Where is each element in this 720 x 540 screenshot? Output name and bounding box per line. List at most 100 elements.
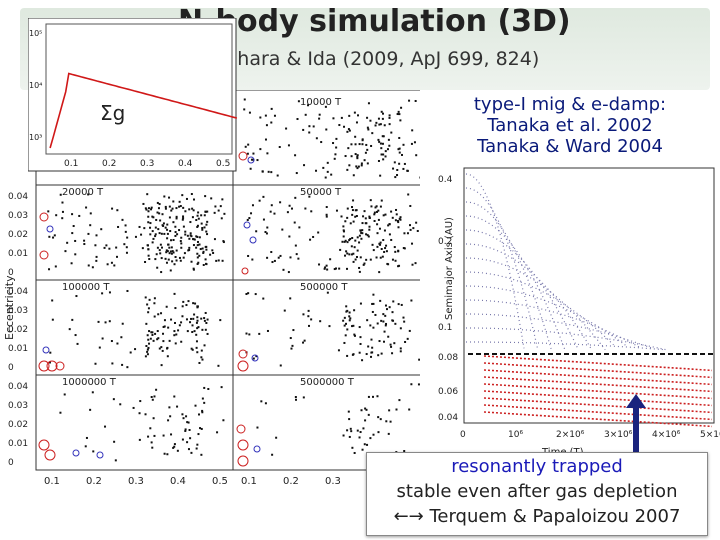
particle-point	[95, 255, 98, 258]
particle-point	[416, 229, 419, 232]
particle-point	[361, 222, 364, 225]
particle-point	[204, 328, 207, 331]
particle-point	[98, 346, 101, 349]
particle-point	[398, 399, 401, 402]
particle-point	[200, 427, 203, 430]
particle-point	[324, 176, 327, 179]
particle-point	[83, 243, 86, 246]
particle-point	[173, 395, 176, 398]
panel-label: 50000 T	[300, 187, 342, 198]
particle-point	[302, 313, 305, 316]
particle-point	[162, 434, 165, 437]
particle-point	[160, 232, 163, 235]
particle-point	[270, 251, 273, 254]
particle-point	[189, 437, 192, 440]
right-y-tick: 0.06	[438, 387, 458, 397]
particle-point	[124, 230, 127, 233]
particle-point	[296, 118, 299, 121]
particle-point	[384, 213, 387, 216]
particle-point	[168, 339, 171, 342]
particle-point	[388, 306, 391, 309]
particle-point	[259, 148, 262, 151]
particle-point	[413, 141, 416, 144]
particle-point	[399, 350, 402, 353]
particle-point	[245, 293, 248, 296]
particle-point	[341, 240, 344, 243]
particle-point	[302, 341, 305, 344]
particle-point	[189, 321, 192, 324]
particle-point	[162, 332, 165, 335]
particle-point	[196, 235, 199, 238]
particle-point	[390, 210, 393, 213]
particle-point	[103, 246, 106, 249]
particle-point	[371, 243, 374, 246]
particle-point	[121, 218, 124, 221]
particle-point	[397, 221, 400, 224]
particle-point	[213, 211, 216, 214]
particle-point	[332, 142, 335, 145]
particle-point	[343, 230, 346, 233]
particle-point	[196, 256, 199, 259]
particle-point	[153, 315, 156, 318]
particle-point	[48, 268, 51, 271]
particle-point	[166, 232, 169, 235]
particle-point	[387, 138, 390, 141]
particle-point	[368, 216, 371, 219]
particle-point	[380, 199, 383, 202]
particle-point	[408, 408, 411, 411]
particle-point	[116, 209, 119, 212]
particle-point	[270, 121, 273, 124]
particle-point	[385, 322, 388, 325]
particle-point	[351, 353, 354, 356]
particle-point	[174, 321, 177, 324]
particle-point	[287, 144, 290, 147]
right-y-tick: 0.04	[438, 413, 458, 423]
particle-point	[374, 313, 377, 316]
particle-point	[370, 355, 373, 358]
particle-point	[74, 253, 77, 256]
particle-point	[349, 222, 352, 225]
particle-point	[271, 261, 274, 264]
particle-point	[157, 228, 160, 231]
particle-point	[205, 248, 208, 251]
particle-point	[108, 291, 111, 294]
particle-point	[147, 346, 150, 349]
particle-point	[160, 346, 163, 349]
resonant-planet	[237, 455, 249, 467]
particle-point	[376, 245, 379, 248]
particle-point	[414, 99, 417, 102]
particle-point	[196, 252, 199, 255]
particle-point	[106, 263, 109, 266]
particle-point	[159, 219, 162, 222]
particle-point	[186, 330, 189, 333]
particle-point	[89, 224, 92, 227]
particle-point	[276, 174, 279, 177]
particle-point	[167, 326, 170, 329]
particle-point	[294, 244, 297, 247]
particle-point	[379, 243, 382, 246]
particle-point	[364, 222, 367, 225]
particle-point	[176, 405, 179, 408]
particle-point	[197, 433, 200, 436]
particle-point	[325, 264, 328, 267]
particle-point	[356, 236, 359, 239]
particle-point	[363, 159, 366, 162]
particle-point	[179, 259, 182, 262]
particle-point	[158, 347, 161, 350]
particle-point	[343, 125, 346, 128]
right-axes	[463, 167, 715, 424]
inset-x-tick: 0.2	[102, 159, 116, 169]
particle-point	[193, 330, 196, 333]
particle-point	[372, 302, 375, 305]
particle-point	[266, 226, 269, 229]
particle-point	[247, 143, 250, 146]
particle-point	[391, 319, 394, 322]
particle-point	[163, 325, 166, 328]
particle-point	[294, 196, 297, 199]
particle-point	[308, 131, 311, 134]
particle-point	[222, 419, 225, 422]
particle-point	[147, 307, 150, 310]
particle-point	[378, 271, 381, 274]
particle-point	[146, 348, 149, 351]
particle-point	[409, 224, 412, 227]
